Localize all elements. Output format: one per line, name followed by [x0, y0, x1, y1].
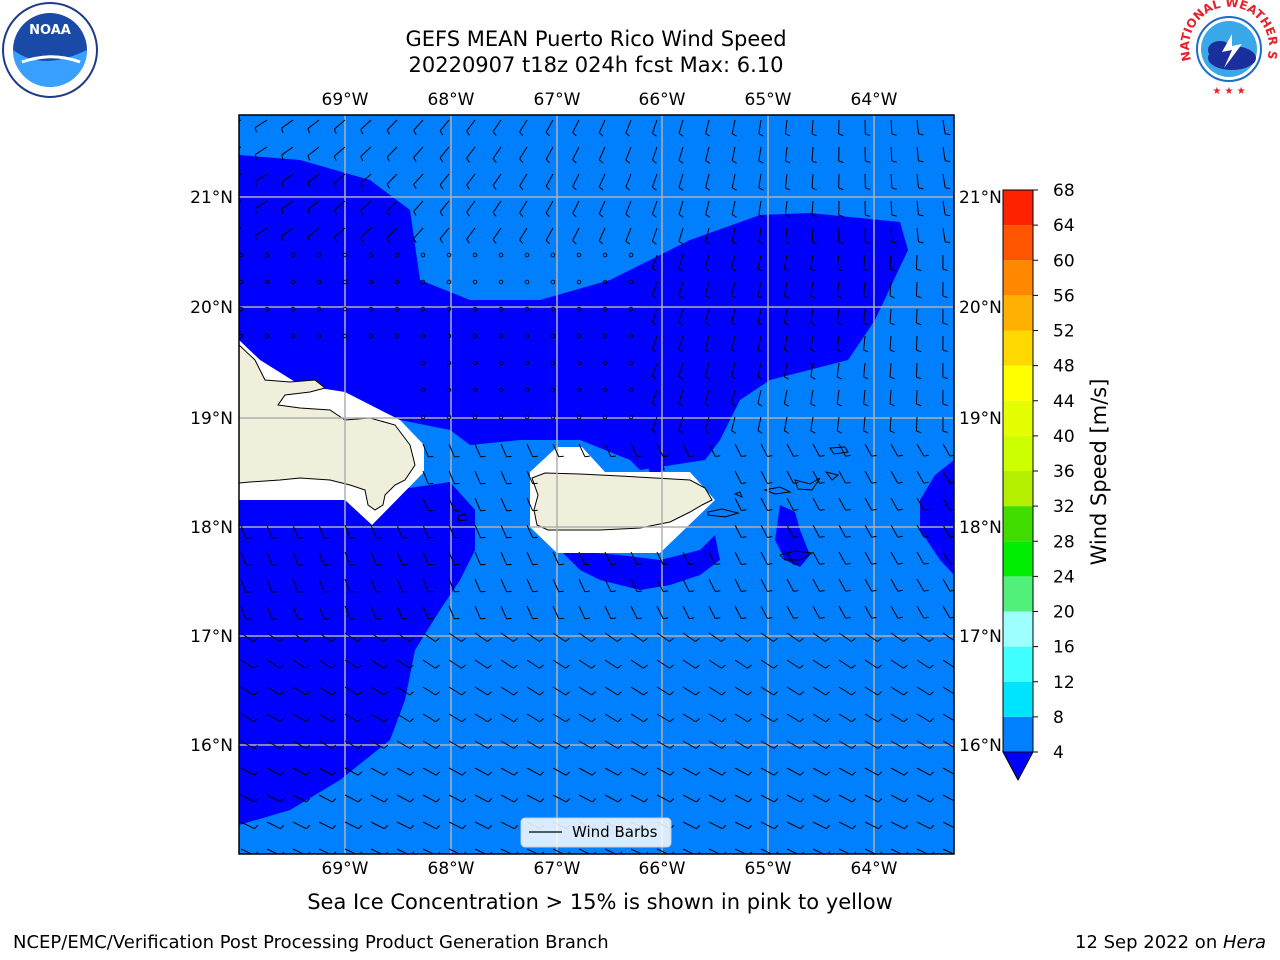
- colorbar-tick-label: 12: [1053, 673, 1075, 693]
- ocean-dark-region: [560, 535, 720, 590]
- colorbar-tick-label: 44: [1053, 392, 1075, 412]
- colorbar-segment: [1003, 400, 1033, 436]
- noaa-logo: NOAA: [2, 2, 98, 98]
- colorbar-segment: [1003, 435, 1033, 471]
- footer-date: 12 Sep 2022 on Hera: [1075, 932, 1266, 953]
- lon-tick-labels-top: 69°W 68°W 67°W 66°W 65°W 64°W: [322, 90, 898, 110]
- colorbar-extend-arrow: [1002, 751, 1034, 782]
- lon-tick-label: 65°W: [745, 90, 792, 110]
- colorbar-segment: [1003, 611, 1033, 647]
- lon-tick-label: 67°W: [534, 90, 581, 110]
- lat-tick-label: 19°N: [959, 409, 1002, 429]
- legend: Wind Barbs: [520, 817, 672, 848]
- map-frame: [238, 114, 955, 855]
- colorbar-tick-label: 52: [1053, 322, 1075, 342]
- lon-tick-label: 64°W: [851, 859, 898, 879]
- lat-tick-label: 17°N: [190, 627, 233, 647]
- noaa-logo-text: NOAA: [29, 23, 71, 38]
- colorbar-segment: [1003, 716, 1033, 752]
- lat-tick-label: 20°N: [190, 298, 233, 318]
- colorbar-tick-label: 36: [1053, 462, 1075, 482]
- colorbar-segment: [1003, 576, 1033, 612]
- colorbar-segment: [1003, 365, 1033, 401]
- lat-tick-label: 16°N: [959, 736, 1002, 756]
- colorbar-tick-label: 20: [1053, 603, 1075, 623]
- ocean-dark-region: [239, 155, 908, 470]
- colorbar-tick-label: 4: [1053, 743, 1064, 763]
- svg-text:★ ★ ★: ★ ★ ★: [1212, 86, 1245, 97]
- colorbar-tick-label: 60: [1053, 251, 1075, 271]
- ocean-dark-region: [239, 482, 475, 825]
- colorbar-tick-label: 16: [1053, 638, 1075, 658]
- chart-title-line1: GEFS MEAN Puerto Rico Wind Speed: [405, 27, 787, 51]
- colorbar-tick-label: 24: [1053, 567, 1075, 587]
- lon-tick-label: 66°W: [639, 90, 686, 110]
- gridlines: [239, 115, 954, 854]
- colorbar-segment: [1003, 295, 1033, 331]
- lat-tick-label: 18°N: [959, 518, 1002, 538]
- ocean-dark-region: [645, 450, 665, 475]
- lat-tick-labels-left: 21°N 20°N 19°N 18°N 17°N 16°N: [190, 188, 233, 756]
- lat-tick-label: 21°N: [959, 188, 1002, 208]
- colorbar-segment: [1003, 260, 1033, 296]
- colorbar-segment: [1003, 190, 1033, 226]
- lon-tick-label: 65°W: [745, 859, 792, 879]
- colorbar-segment: [1003, 225, 1033, 261]
- lat-tick-label: 17°N: [959, 627, 1002, 647]
- colorbar-segment: [1003, 506, 1033, 542]
- lon-tick-label: 66°W: [639, 859, 686, 879]
- lat-tick-label: 16°N: [190, 736, 233, 756]
- lon-tick-label: 68°W: [428, 859, 475, 879]
- colorbar-segment: [1003, 471, 1033, 507]
- colorbar-label: Wind Speed [m/s]: [1087, 379, 1111, 566]
- colorbar-tick-label: 8: [1053, 708, 1064, 728]
- lon-tick-labels-bottom: 69°W 68°W 67°W 66°W 65°W 64°W: [322, 859, 898, 879]
- lat-tick-label: 19°N: [190, 409, 233, 429]
- colorbar-tick-label: 56: [1053, 286, 1075, 306]
- footer-machine: Hera: [1222, 932, 1266, 953]
- colorbar-tick-label: 28: [1053, 532, 1075, 552]
- colorbar-segment: [1003, 541, 1033, 577]
- wind-barbs: [239, 119, 954, 854]
- lat-tick-label: 18°N: [190, 518, 233, 538]
- coastline: [457, 446, 849, 561]
- puerto-rico-land: [531, 472, 713, 531]
- colorbar-tick-label: 64: [1053, 216, 1075, 236]
- chart-subtitle: Sea Ice Concentration > 15% is shown in …: [307, 890, 893, 914]
- map-area: [239, 115, 954, 854]
- lat-tick-labels-right: 21°N 20°N 19°N 18°N 17°N 16°N: [959, 188, 1002, 756]
- hispaniola-land: [239, 344, 416, 511]
- lon-tick-label: 68°W: [428, 90, 475, 110]
- nws-logo-text: NATIONAL WEATHER SERVICE: [0, 0, 1280, 63]
- colorbar-segment: [1003, 681, 1033, 717]
- colorbar-segment: [1003, 646, 1033, 682]
- colorbar-tick-label: 32: [1053, 497, 1075, 517]
- coastline: [707, 508, 740, 518]
- ocean-dark-region: [920, 460, 954, 575]
- lat-tick-label: 21°N: [190, 188, 233, 208]
- colorbar-tick-label: 40: [1053, 427, 1075, 447]
- colorbar-tick-label: 68: [1053, 181, 1075, 201]
- footer-org: NCEP/EMC/Verification Post Processing Pr…: [13, 932, 609, 953]
- lat-tick-label: 20°N: [959, 298, 1002, 318]
- lon-tick-label: 69°W: [322, 859, 369, 879]
- legend-label: Wind Barbs: [572, 823, 658, 841]
- chart-title-line2: 20220907 t18z 024h fcst Max: 6.10: [408, 53, 784, 77]
- lon-tick-label: 69°W: [322, 90, 369, 110]
- nws-logo: NATIONAL WEATHER SERVICE ★ ★ ★: [0, 0, 1280, 97]
- colorbar-tick-label: 48: [1053, 357, 1075, 377]
- lon-tick-label: 64°W: [851, 90, 898, 110]
- lon-tick-label: 67°W: [534, 859, 581, 879]
- colorbar-segment: [1003, 330, 1033, 366]
